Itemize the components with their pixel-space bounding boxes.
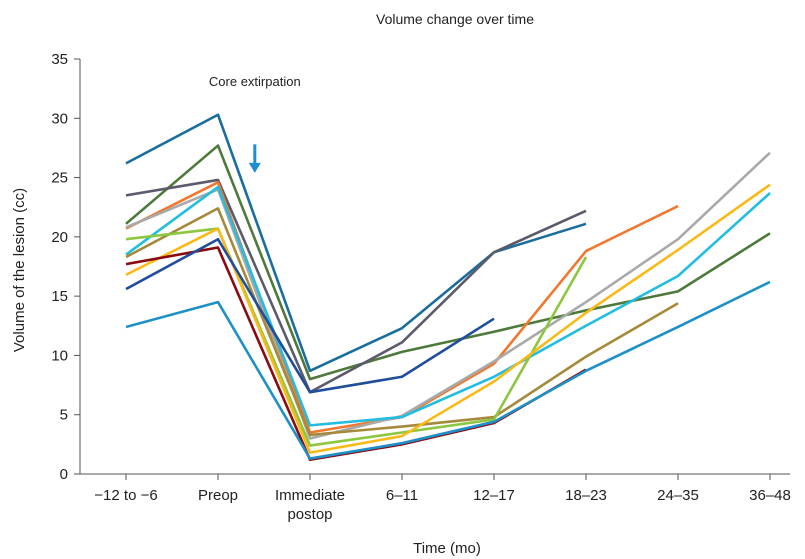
x-tick-label: −12 to −6 [94, 487, 157, 504]
series-line-6 [125, 185, 771, 427]
series-line-1 [125, 113, 587, 373]
series-line-2 [125, 144, 771, 381]
series-line-7 [125, 207, 679, 437]
series-line-5 [125, 151, 771, 440]
y-tick-label: 30 [51, 110, 68, 127]
y-tick-label: 35 [51, 51, 68, 68]
x-tick-label: 24–35 [657, 487, 699, 504]
annotation-arrow-head [248, 162, 261, 173]
y-ticks: 0 5 10 15 20 25 30 35 [51, 51, 80, 483]
series-line-11 [125, 237, 495, 394]
y-tick-label: 20 [51, 229, 68, 246]
chart-title: Volume change over time [376, 11, 534, 27]
x-ticks: −12 to −6 Preop Immediate postop 6–11 12–17 18… [94, 474, 791, 523]
annotation-core-extirpation: Core extirpation [209, 74, 301, 89]
y-axis-label: Volume of the lesion (cc) [11, 188, 28, 352]
series-line-3 [125, 178, 587, 394]
x-tick-label: 18–23 [565, 487, 607, 504]
y-tick-label: 5 [60, 407, 68, 424]
y-tick-label: 15 [51, 288, 68, 305]
y-tick-label: 25 [51, 170, 68, 187]
y-tick-label: 10 [51, 347, 68, 364]
series-line-8 [125, 227, 588, 447]
x-tick-label: 6–11 [386, 487, 418, 504]
series-layer [125, 113, 771, 462]
x-tick-label: Preop [198, 487, 238, 504]
annotation-layer: Core extirpation [209, 74, 301, 173]
series-line-9 [125, 183, 771, 454]
x-tick-label: 12–17 [473, 487, 515, 504]
series-line-12 [125, 280, 771, 460]
x-tick-label: Immediate postop [275, 487, 345, 523]
x-axis-label: Time (mo) [413, 540, 481, 557]
y-tick-label: 0 [60, 466, 68, 483]
x-tick-label: 36–48 [749, 487, 791, 504]
